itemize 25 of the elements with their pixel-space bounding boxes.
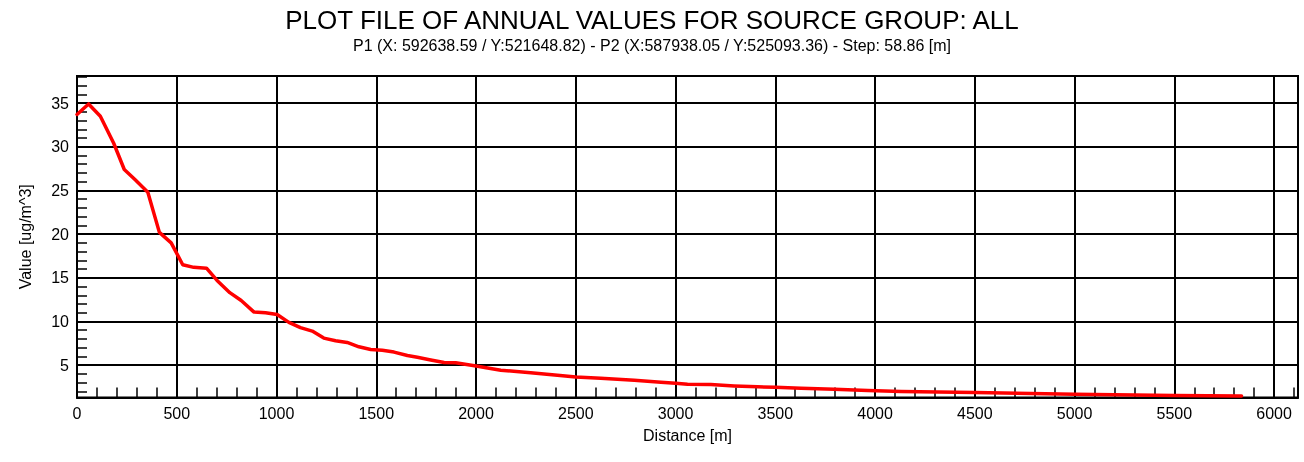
x-tick-label: 500 (163, 405, 191, 422)
y-tick-label: 5 (60, 356, 70, 374)
x-tick-label: 2000 (458, 405, 494, 422)
y-tick-label: 30 (51, 138, 70, 156)
chart-title: PLOT FILE OF ANNUAL VALUES FOR SOURCE GROUP: ALL (285, 5, 1019, 35)
x-tick-label: 2500 (557, 405, 594, 422)
x-axis-title: Distance [m] (643, 427, 732, 444)
x-tick-label: 6000 (1256, 405, 1292, 422)
y-tick-label: 20 (51, 225, 70, 243)
x-tick-label: 5500 (1156, 405, 1193, 422)
x-tick-label: 0 (72, 405, 82, 422)
y-tick-label: 15 (51, 269, 70, 287)
line-series (75, 102, 1244, 398)
x-tick-label: 5000 (1056, 405, 1093, 422)
x-tick-label: 1500 (358, 405, 395, 422)
x-tick-label: 1000 (258, 405, 295, 422)
y-tick-label: 35 (51, 94, 70, 112)
x-tick-label: 4000 (857, 405, 893, 422)
x-tick-label: 3000 (657, 405, 694, 422)
x-tick-label: 3500 (757, 405, 794, 422)
y-axis-title: Value [ug/m^3] (16, 184, 34, 290)
chart-subtitle: P1 (X: 592638.59 / Y:521648.82) - P2 (X:587938.05 / Y:525093.36) - Step: 58.86 [m] (352, 36, 952, 54)
y-tick-label: 25 (51, 181, 70, 199)
y-tick-label: 10 (51, 312, 70, 330)
x-tick-label: 4500 (957, 405, 993, 422)
